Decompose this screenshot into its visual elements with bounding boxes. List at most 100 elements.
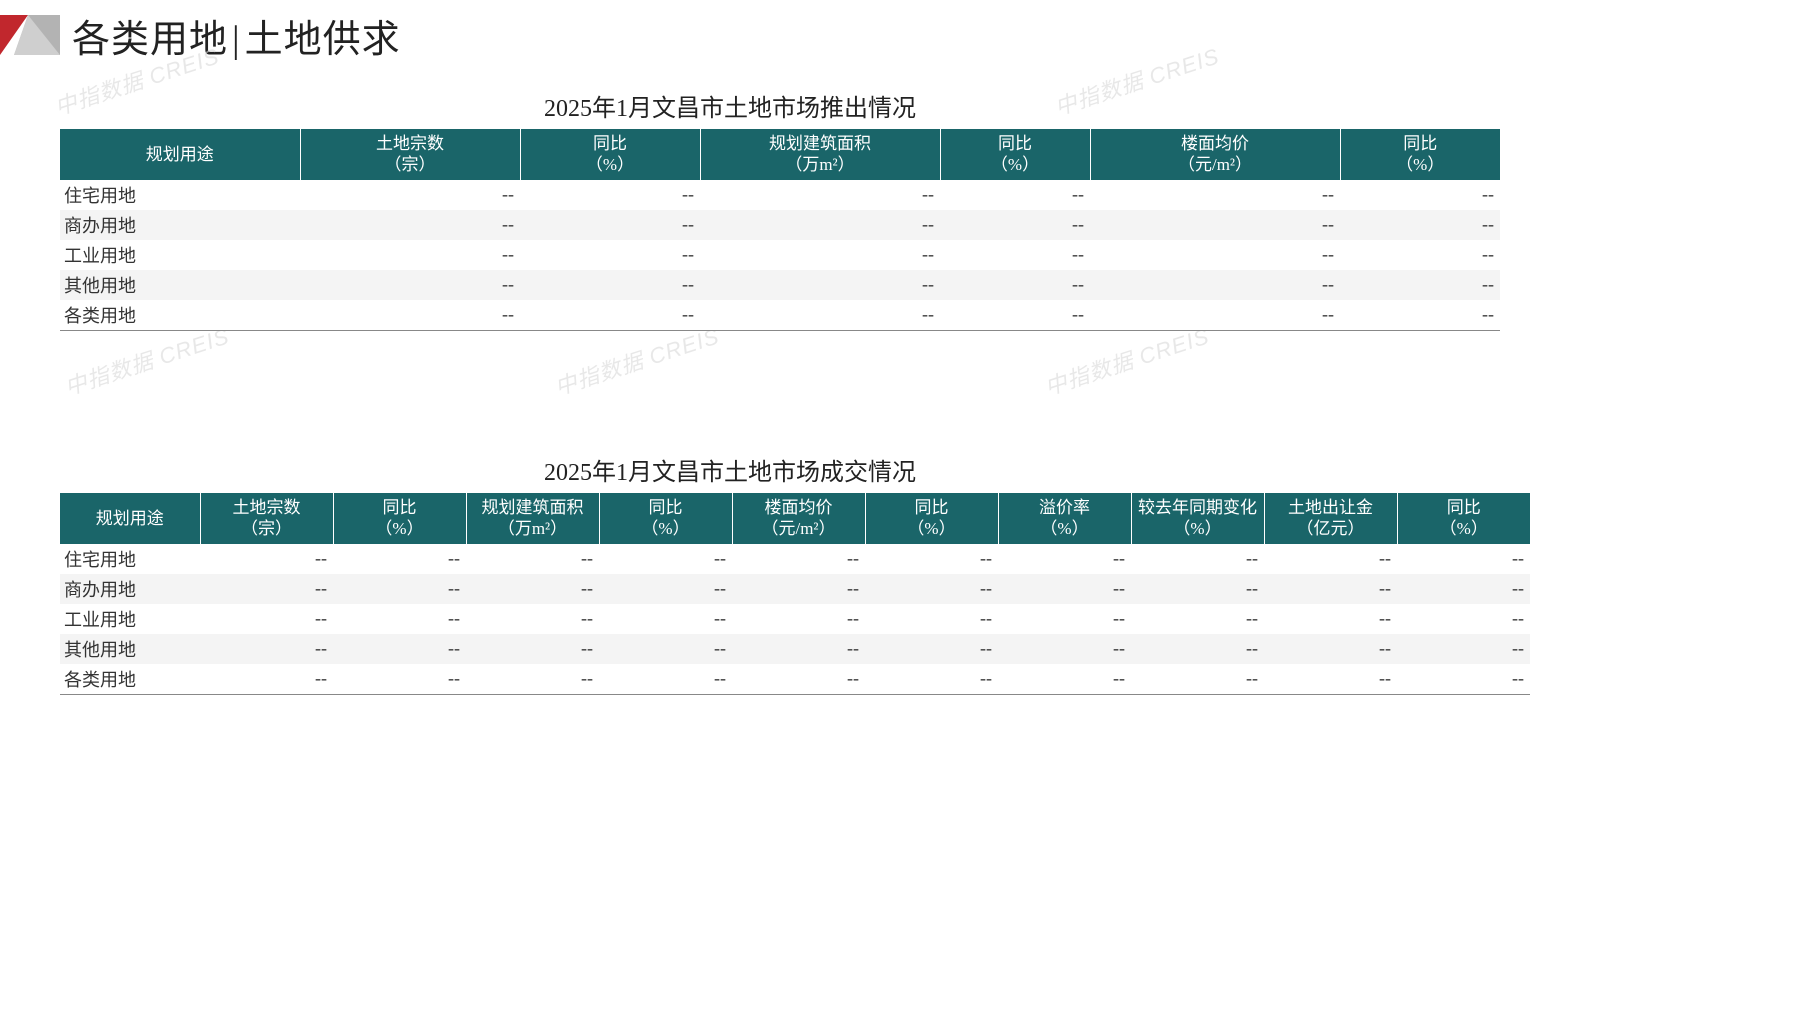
watermark: 中指数据 CREIS <box>60 319 233 402</box>
cell: -- <box>599 664 732 695</box>
col-header: 土地宗数（宗） <box>200 493 333 544</box>
row-label: 其他用地 <box>60 634 200 664</box>
col-header: 同比（%） <box>1397 493 1530 544</box>
table-row: 工业用地-------------------- <box>60 604 1530 634</box>
cell: -- <box>700 270 940 300</box>
cell: -- <box>865 604 998 634</box>
cell: -- <box>599 544 732 574</box>
cell: -- <box>200 544 333 574</box>
cell: -- <box>865 574 998 604</box>
table-row: 商办用地------------ <box>60 210 1500 240</box>
cell: -- <box>1340 180 1500 210</box>
table-row: 住宅用地-------------------- <box>60 544 1530 574</box>
cell: -- <box>1397 544 1530 574</box>
cell: -- <box>333 634 466 664</box>
col-header: 楼面均价（元/m²） <box>1090 129 1340 180</box>
cell: -- <box>466 604 599 634</box>
cell: -- <box>1131 634 1264 664</box>
cell: -- <box>300 270 520 300</box>
cell: -- <box>599 634 732 664</box>
cell: -- <box>599 574 732 604</box>
row-label: 商办用地 <box>60 574 200 604</box>
cell: -- <box>200 574 333 604</box>
cell: -- <box>300 210 520 240</box>
col-header: 规划用途 <box>60 129 300 180</box>
cell: -- <box>300 180 520 210</box>
cell: -- <box>333 664 466 695</box>
col-header: 规划建筑面积（万m²） <box>700 129 940 180</box>
cell: -- <box>1264 634 1397 664</box>
col-header: 同比（%） <box>1340 129 1500 180</box>
cell: -- <box>333 604 466 634</box>
table2-block: 2025年1月文昌市土地市场成交情况 规划用途土地宗数（宗）同比（%）规划建筑面… <box>60 452 1400 695</box>
table1-head: 规划用途土地宗数（宗）同比（%）规划建筑面积（万m²）同比（%）楼面均价（元/m… <box>60 129 1500 180</box>
cell: -- <box>300 300 520 331</box>
col-header: 同比（%） <box>333 493 466 544</box>
cell: -- <box>200 664 333 695</box>
col-header: 规划建筑面积（万m²） <box>466 493 599 544</box>
cell: -- <box>1090 300 1340 331</box>
cell: -- <box>520 240 700 270</box>
cell: -- <box>1090 210 1340 240</box>
table2-title: 2025年1月文昌市土地市场成交情况 <box>60 452 1400 487</box>
col-header: 溢价率（%） <box>998 493 1131 544</box>
cell: -- <box>732 664 865 695</box>
row-label: 各类用地 <box>60 664 200 695</box>
cell: -- <box>1090 180 1340 210</box>
cell: -- <box>998 604 1131 634</box>
cell: -- <box>1340 270 1500 300</box>
cell: -- <box>865 544 998 574</box>
table-row: 商办用地-------------------- <box>60 574 1530 604</box>
cell: -- <box>466 634 599 664</box>
title-separator: | <box>232 19 241 61</box>
cell: -- <box>732 574 865 604</box>
col-header: 同比（%） <box>940 129 1090 180</box>
cell: -- <box>700 210 940 240</box>
cell: -- <box>732 634 865 664</box>
page-title: 各类用地|土地供求 <box>72 8 401 63</box>
cell: -- <box>1131 544 1264 574</box>
table1-body: 住宅用地------------商办用地------------工业用地----… <box>60 180 1500 331</box>
cell: -- <box>1340 240 1500 270</box>
cell: -- <box>700 240 940 270</box>
table1: 规划用途土地宗数（宗）同比（%）规划建筑面积（万m²）同比（%）楼面均价（元/m… <box>60 129 1500 331</box>
cell: -- <box>940 240 1090 270</box>
cell: -- <box>1340 210 1500 240</box>
cell: -- <box>599 604 732 634</box>
cell: -- <box>1131 574 1264 604</box>
cell: -- <box>940 300 1090 331</box>
row-label: 其他用地 <box>60 270 300 300</box>
row-label: 住宅用地 <box>60 180 300 210</box>
cell: -- <box>1090 240 1340 270</box>
col-header: 土地宗数（宗） <box>300 129 520 180</box>
table1-title: 2025年1月文昌市土地市场推出情况 <box>60 88 1400 123</box>
cell: -- <box>1397 604 1530 634</box>
cell: -- <box>1090 270 1340 300</box>
table-row: 工业用地------------ <box>60 240 1500 270</box>
col-header: 同比（%） <box>599 493 732 544</box>
table-row: 其他用地------------ <box>60 270 1500 300</box>
cell: -- <box>1397 574 1530 604</box>
cell: -- <box>1397 664 1530 695</box>
watermark: 中指数据 CREIS <box>550 319 723 402</box>
cell: -- <box>998 664 1131 695</box>
page-header: 各类用地|土地供求 <box>0 10 401 60</box>
watermark: 中指数据 CREIS <box>1040 319 1213 402</box>
col-header: 较去年同期变化（%） <box>1131 493 1264 544</box>
cell: -- <box>520 270 700 300</box>
row-label: 工业用地 <box>60 604 200 634</box>
cell: -- <box>1131 664 1264 695</box>
table2-head: 规划用途土地宗数（宗）同比（%）规划建筑面积（万m²）同比（%）楼面均价（元/m… <box>60 493 1530 544</box>
row-label: 工业用地 <box>60 240 300 270</box>
cell: -- <box>998 634 1131 664</box>
row-label: 各类用地 <box>60 300 300 331</box>
cell: -- <box>1264 544 1397 574</box>
cell: -- <box>200 634 333 664</box>
cell: -- <box>940 180 1090 210</box>
cell: -- <box>998 544 1131 574</box>
cell: -- <box>520 210 700 240</box>
cell: -- <box>1264 604 1397 634</box>
cell: -- <box>940 270 1090 300</box>
cell: -- <box>520 180 700 210</box>
title-left: 各类用地 <box>72 19 228 61</box>
